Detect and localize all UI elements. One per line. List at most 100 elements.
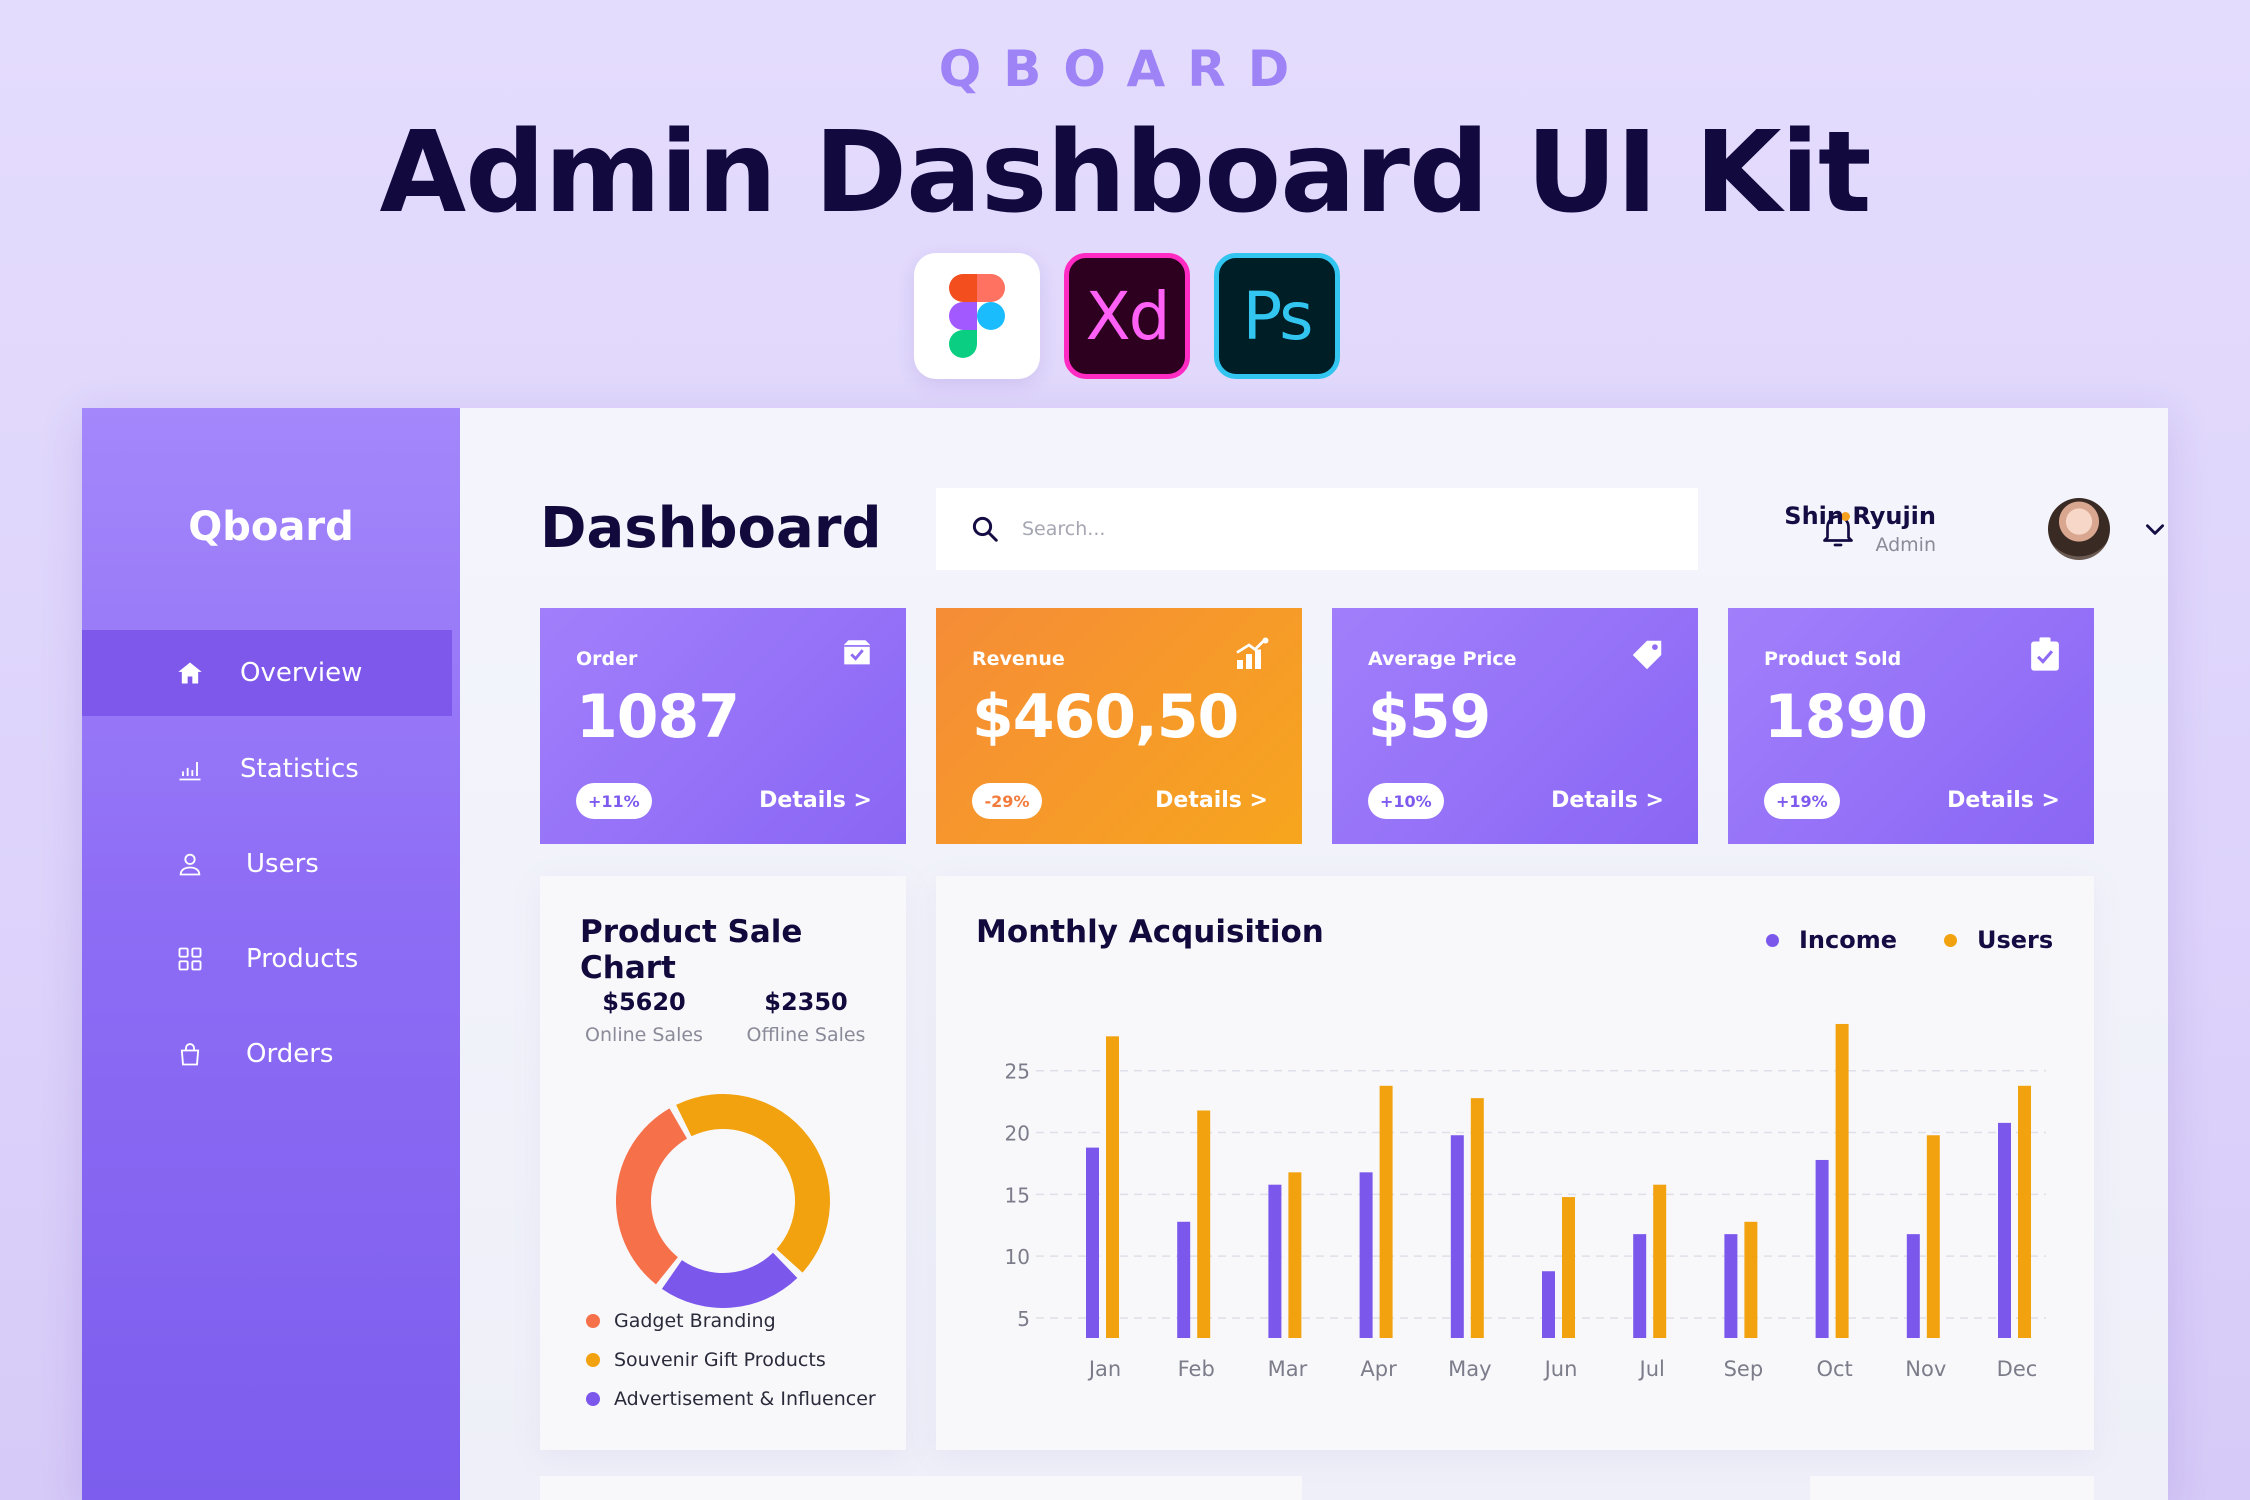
search-bar[interactable] xyxy=(936,488,1698,570)
bar-users xyxy=(1288,1172,1302,1338)
growth-icon xyxy=(1234,636,1270,676)
ps-label: Ps xyxy=(1242,277,1313,355)
card-label: Order xyxy=(576,648,638,670)
brand-kicker: QBOARD xyxy=(938,40,1312,98)
grid-icon xyxy=(174,943,206,975)
bar-users xyxy=(1653,1184,1667,1338)
details-link[interactable]: Details > xyxy=(1155,788,1268,813)
card-value: $460,50 xyxy=(972,682,1239,752)
bar-users xyxy=(1106,1036,1119,1338)
sidebar: Qboard Overview Statistics Users Product… xyxy=(82,408,460,1500)
product-sale-donut xyxy=(616,1094,830,1308)
sidebar-item-label: Orders xyxy=(246,1039,334,1069)
search-input[interactable] xyxy=(1022,508,1662,550)
x-tick-label: Jun xyxy=(1543,1357,1578,1381)
x-tick-label: Dec xyxy=(1997,1357,2038,1381)
bar-income xyxy=(1633,1234,1647,1338)
bar-income xyxy=(1542,1271,1555,1338)
donut-slice xyxy=(661,1252,798,1308)
monthly-bar-chart: 5 10 15 20 25 Jan Feb Mar Apr May Jun Jul Sep Oct Nov D… xyxy=(1005,1023,2046,1381)
chevron-down-icon[interactable] xyxy=(2142,516,2168,546)
legend-dot xyxy=(1944,933,1957,947)
online-sales-value: $5620 xyxy=(602,988,686,1016)
bar-income xyxy=(1724,1234,1738,1338)
donut-slice xyxy=(616,1108,687,1285)
online-sales-label: Online Sales xyxy=(585,1024,703,1046)
legend-label: Advertisement & Influencer xyxy=(614,1388,876,1410)
bar-users xyxy=(1835,1023,1849,1338)
card-value: $59 xyxy=(1368,682,1491,752)
offline-sales-value: $2350 xyxy=(764,988,848,1016)
monthly-acquisition-panel: Monthly Acquisition Income Users 5 10 15 20… xyxy=(936,876,2094,1450)
card-value: 1087 xyxy=(576,682,740,752)
legend-gadget-branding: Gadget Branding xyxy=(586,1310,776,1332)
x-tick-label: Feb xyxy=(1178,1357,1215,1381)
bar-users xyxy=(1744,1221,1758,1338)
bag-icon xyxy=(174,1038,206,1070)
sidebar-item-overview[interactable]: Overview xyxy=(82,630,452,716)
details-link[interactable]: Details > xyxy=(1947,788,2060,813)
x-tick-label: Apr xyxy=(1360,1357,1397,1381)
card-label: Revenue xyxy=(972,648,1065,670)
revenue-card: Revenue $460,50 -29% Details > xyxy=(936,608,1302,844)
sidebar-item-users[interactable]: Users xyxy=(82,821,460,907)
change-badge: -29% xyxy=(972,783,1042,819)
bar-income xyxy=(1086,1147,1099,1338)
figma-icon xyxy=(914,253,1040,379)
user-icon xyxy=(174,848,206,880)
y-tick-label: 25 xyxy=(1005,1060,1030,1084)
sidebar-item-orders[interactable]: Orders xyxy=(82,1011,460,1097)
x-tick-label: Jul xyxy=(1638,1357,1665,1381)
home-icon xyxy=(174,657,206,689)
bar-users xyxy=(1197,1110,1211,1338)
legend-label: Users xyxy=(1977,926,2054,954)
bar-users xyxy=(1470,1098,1484,1338)
change-badge: +19% xyxy=(1764,783,1840,819)
card-value: 1890 xyxy=(1764,682,1928,752)
main-content: Dashboard Shin Ryujin Admin Order 1087 +… xyxy=(460,408,2168,1500)
product-sale-panel: Product Sale Chart $5620 Online Sales $2… xyxy=(540,876,906,1450)
notification-dot xyxy=(1841,512,1850,521)
x-tick-label: Jan xyxy=(1087,1357,1121,1381)
adobe-xd-icon: Xd xyxy=(1064,253,1190,379)
user-name: Shin Ryujin xyxy=(1784,502,1936,530)
box-icon xyxy=(840,636,874,674)
bar-income xyxy=(1268,1184,1282,1338)
page-title: Dashboard xyxy=(540,496,882,561)
sidebar-item-label: Overview xyxy=(240,658,363,688)
y-tick-label: 10 xyxy=(1005,1245,1030,1269)
dashboard-frame: Qboard Overview Statistics Users Product… xyxy=(82,408,2168,1500)
y-tick-label: 20 xyxy=(1005,1122,1030,1146)
change-badge: +10% xyxy=(1368,783,1444,819)
x-tick-label: Mar xyxy=(1268,1357,1308,1381)
lower-panel xyxy=(540,1476,1302,1500)
legend-label: Gadget Branding xyxy=(614,1310,776,1332)
sidebar-item-products[interactable]: Products xyxy=(82,916,460,1002)
offline-sales-label: Offline Sales xyxy=(746,1024,866,1046)
legend-income: Income xyxy=(1766,926,1897,954)
bar-users xyxy=(1379,1085,1393,1338)
monthly-acquisition-title: Monthly Acquisition xyxy=(976,914,1324,950)
legend-souvenir-gift: Souvenir Gift Products xyxy=(586,1349,826,1371)
x-tick-label: Sep xyxy=(1724,1357,1764,1381)
bar-income xyxy=(1450,1135,1464,1338)
avatar[interactable] xyxy=(2048,498,2110,560)
search-icon xyxy=(970,514,1000,548)
bar-income xyxy=(1359,1172,1373,1338)
bar-users xyxy=(1926,1135,1940,1338)
donut-slice xyxy=(676,1094,830,1273)
y-tick-label: 15 xyxy=(1005,1183,1030,1207)
legend-users: Users xyxy=(1944,926,2053,954)
sidebar-item-label: Products xyxy=(246,944,359,974)
xd-label: Xd xyxy=(1085,277,1170,355)
legend-dot xyxy=(586,1314,600,1328)
app-logo[interactable]: Qboard xyxy=(188,504,354,550)
lower-panel-right xyxy=(1810,1476,2094,1500)
hero-title: Admin Dashboard UI Kit xyxy=(379,108,1871,238)
details-link[interactable]: Details > xyxy=(759,788,872,813)
bar-chart-icon xyxy=(174,753,206,785)
legend-dot xyxy=(586,1353,600,1367)
sidebar-item-statistics[interactable]: Statistics xyxy=(82,726,460,812)
sidebar-item-label: Statistics xyxy=(240,754,359,784)
details-link[interactable]: Details > xyxy=(1551,788,1664,813)
